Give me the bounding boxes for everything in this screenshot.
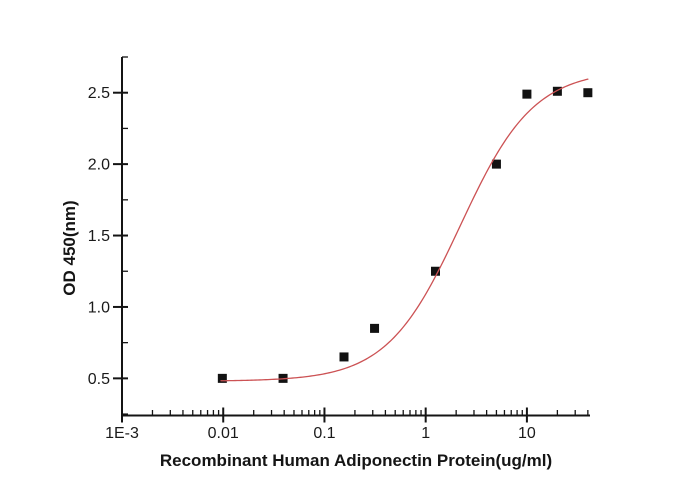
x-axis-title: Recombinant Human Adiponectin Protein(ug… [159, 451, 553, 470]
data-point-marker [217, 373, 227, 383]
y-tick-label: 0.5 [88, 371, 110, 388]
data-point-marker [370, 323, 380, 333]
data-point-marker [339, 352, 349, 362]
x-tick-label: 1E-3 [105, 425, 139, 442]
data-point-marker [491, 159, 501, 169]
data-point-marker [583, 88, 593, 98]
x-tick-label: 0.01 [208, 425, 239, 442]
fit-curve [220, 78, 589, 382]
data-point-marker [522, 89, 532, 99]
y-tick-label: 2.0 [88, 157, 110, 174]
x-tick-label: 10 [518, 425, 536, 442]
y-tick-label: 2.5 [88, 85, 110, 102]
y-axis-title: OD 450(nm) [60, 200, 79, 296]
data-point-marker [430, 266, 440, 276]
y-tick-label: 1.5 [88, 228, 110, 245]
y-tick-label: 1.0 [88, 299, 110, 316]
data-point-marker [552, 86, 562, 96]
x-tick-label: 0.1 [313, 425, 335, 442]
x-tick-label: 1 [421, 425, 430, 442]
